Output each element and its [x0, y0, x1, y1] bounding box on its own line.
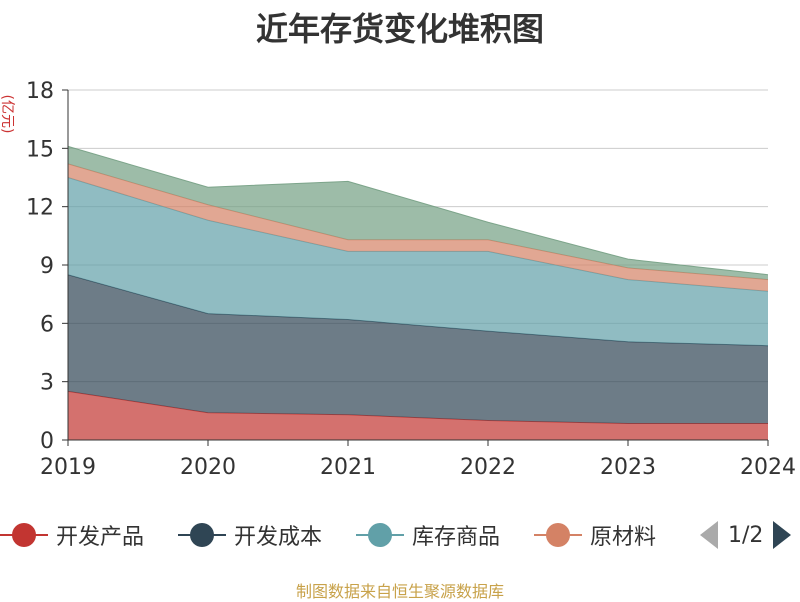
- y-tick-label: 18: [26, 79, 54, 104]
- pager-text: 1/2: [728, 522, 764, 548]
- legend-marker-icon: [534, 523, 582, 547]
- x-tick-label: 2022: [460, 455, 516, 480]
- legend-pager: 1/2: [700, 515, 792, 555]
- area-series: [68, 274, 768, 424]
- legend-label: 原材料: [590, 525, 657, 550]
- legend-item-kucun-shangpin[interactable]: 库存商品: [356, 515, 500, 555]
- x-tick-label: 2021: [320, 455, 376, 480]
- legend-label: 库存商品: [412, 525, 501, 550]
- legend-marker-icon: [178, 523, 226, 547]
- x-tick-label: 2020: [180, 455, 236, 480]
- legend: 开发产品 开发成本 库存商品 原材料 1/2: [0, 515, 800, 555]
- legend-item-kaifa-chanpin[interactable]: 开发产品: [0, 515, 144, 555]
- x-tick-label: 2023: [600, 455, 656, 480]
- chart-title: 近年存货变化堆积图: [255, 10, 544, 48]
- y-tick-label: 0: [40, 429, 54, 454]
- legend-label: 开发产品: [56, 525, 145, 550]
- legend-item-yuancailiao[interactable]: 原材料: [534, 515, 656, 555]
- area-series: [68, 146, 768, 280]
- x-tick-label: 2019: [40, 455, 96, 480]
- y-tick-label: 3: [40, 371, 54, 396]
- area-series: [68, 177, 768, 346]
- pager-next-icon[interactable]: [773, 521, 792, 549]
- area-series: [68, 391, 768, 440]
- y-tick-label: 15: [26, 137, 54, 162]
- area-series: [68, 163, 768, 292]
- source-note: 制图数据来自恒生聚源数据库: [295, 582, 504, 601]
- pager-prev-icon[interactable]: [700, 521, 718, 549]
- legend-item-kaifa-chengben[interactable]: 开发成本: [178, 515, 322, 555]
- series-line: [67, 145, 769, 276]
- legend-marker-icon: [356, 523, 404, 547]
- x-tick-label: 2024: [740, 455, 796, 480]
- legend-marker-icon: [0, 523, 48, 547]
- y-tick-label: 12: [26, 196, 54, 221]
- legend-label: 开发成本: [234, 525, 323, 550]
- y-tick-label: 9: [40, 254, 54, 279]
- y-tick-label: 6: [40, 312, 54, 337]
